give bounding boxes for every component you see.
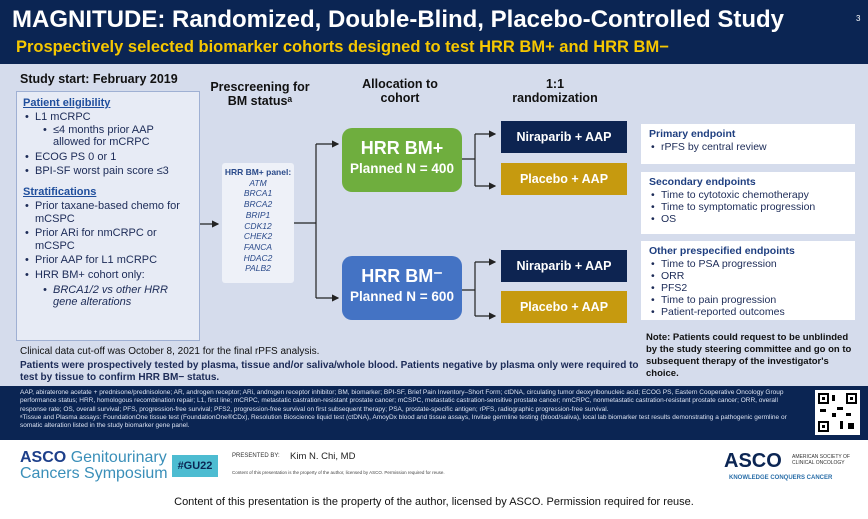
asco-society: AMERICAN SOCIETY OF CLINICAL ONCOLOGY (792, 454, 850, 466)
data-cutoff: Clinical data cut-off was October 8, 202… (20, 346, 320, 357)
slide-subtitle: Prospectively selected biomarker cohorts… (16, 38, 669, 56)
slide-header (0, 0, 868, 64)
asco-logo: ASCO (724, 450, 782, 472)
stratifications-heading: Stratifications (23, 185, 97, 198)
gene: CDK12 (244, 220, 272, 231)
col-allocation: Allocation to cohort (362, 77, 438, 105)
qr-code[interactable] (815, 390, 860, 435)
asco-tagline: KNOWLEDGE CONQUERS CANCER (729, 475, 833, 481)
endpoint-heading: Other prespecified endpoints (649, 245, 795, 257)
cohort-planned: Planned N = 400 (350, 161, 454, 176)
footnotes: AAP, abiraterone acetate + prednisone/pr… (20, 389, 805, 430)
arm-placebo-bm-neg: Placebo + AAP (501, 291, 627, 323)
presented-by-label: PRESENTED BY: (232, 453, 280, 459)
other-endpoints-box: Other prespecified endpoints Time to PSA… (641, 241, 855, 320)
endpoint-item: PFS2 (649, 282, 847, 294)
strat-item: HRR BM+ cohort only: (23, 269, 193, 282)
endpoint-item: Time to cytotoxic chemotherapy (649, 189, 847, 201)
endpoint-item: Time to symptomatic progression (649, 201, 847, 213)
slide-title: MAGNITUDE: Randomized, Double-Blind, Pla… (12, 6, 784, 33)
gene: BRCA1 (243, 188, 273, 199)
secondary-endpoints-box: Secondary endpoints Time to cytotoxic ch… (641, 172, 855, 234)
endpoint-heading: Secondary endpoints (649, 176, 756, 188)
eligibility-item: ECOG PS 0 or 1 (23, 151, 193, 164)
license-small: Content of this presentation is the prop… (232, 470, 445, 475)
meeting-line2: Cancers Symposium (20, 465, 168, 482)
assay-footnote: ᵃTissue and Plasma assays: FoundationOne… (20, 413, 787, 430)
strat-item: Prior ARi for nmCRPC or mCSPC (23, 227, 193, 252)
endpoint-item: OS (649, 213, 847, 225)
asco-word: ASCO (20, 449, 67, 466)
gene: ATM (249, 177, 267, 188)
endpoint-item: Time to pain progression (649, 294, 847, 306)
abbreviations: AAP, abiraterone acetate + prednisone/pr… (20, 389, 784, 413)
study-start: Study start: February 2019 (20, 72, 178, 86)
presenter-name: Kim N. Chi, MD (290, 451, 356, 462)
page-number: 3 (856, 14, 861, 23)
gene: HDAC2 (243, 252, 273, 263)
cohort-hrr-bm-negative: HRR BM⁻ Planned N = 600 (342, 256, 462, 320)
strat-item: Prior AAP for L1 mCRPC (23, 254, 193, 267)
endpoint-item: ORR (649, 270, 847, 282)
gene: CHEK2 (243, 231, 273, 242)
meeting-logo: ASCO Genitourinary Cancers Symposium (20, 450, 168, 482)
gene: FANCA (243, 241, 273, 252)
eligibility-heading: Patient eligibility (23, 97, 111, 109)
cohort-name: HRR BM⁻ (361, 266, 443, 286)
arm-placebo-bm-pos: Placebo + AAP (501, 163, 627, 195)
cohort-planned: Planned N = 600 (350, 289, 454, 304)
strat-item: BRCA1/2 vs other HRR gene alterations (23, 284, 193, 309)
unblinding-note: Note: Patients could request to be unbli… (646, 332, 852, 379)
testing-note: Patients were prospectively tested by pl… (20, 360, 639, 383)
endpoint-heading: Primary endpoint (649, 128, 736, 140)
col-randomization: 1:1 randomization (512, 77, 598, 105)
arm-niraparib-bm-pos: Niraparib + AAP (501, 121, 627, 153)
eligibility-item: L1 mCRPC (23, 111, 193, 124)
endpoint-item: rPFS by central review (649, 141, 847, 153)
cohort-name: HRR BM+ (360, 138, 444, 158)
eligibility-item: ≤4 months prior AAP allowed for mCRPC (23, 124, 193, 149)
eligibility-item: BPI-SF worst pain score ≤3 (23, 165, 193, 178)
gene: PALB2 (245, 263, 271, 274)
biomarker-panel: HRR BM+ panel: ATM BRCA1 BRCA2 BRIP1 CDK… (222, 163, 294, 283)
footnote-band (0, 386, 868, 440)
criteria-box: Patient eligibility L1 mCRPC ≤4 months p… (16, 91, 200, 341)
endpoint-item: Time to PSA progression (649, 258, 847, 270)
endpoint-item: Patient-reported outcomes (649, 306, 847, 318)
meeting-line1: Genitourinary (70, 449, 167, 466)
primary-endpoint-box: Primary endpoint rPFS by central review (641, 124, 855, 164)
gene: BRCA2 (243, 199, 273, 210)
panel-title: HRR BM+ panel: (224, 167, 292, 177)
col-prescreen: Prescreening for BM statusᵃ (210, 80, 310, 108)
cohort-hrr-bm-positive: HRR BM+ Planned N = 400 (342, 128, 462, 192)
gene: BRIP1 (245, 209, 271, 220)
qr-code-icon (818, 393, 857, 432)
arm-niraparib-bm-neg: Niraparib + AAP (501, 250, 627, 282)
logo-footer (0, 440, 868, 490)
strat-item: Prior taxane-based chemo for mCSPC (23, 200, 193, 225)
hashtag-badge: #GU22 (172, 455, 218, 477)
caption: Content of this presentation is the prop… (174, 496, 694, 508)
